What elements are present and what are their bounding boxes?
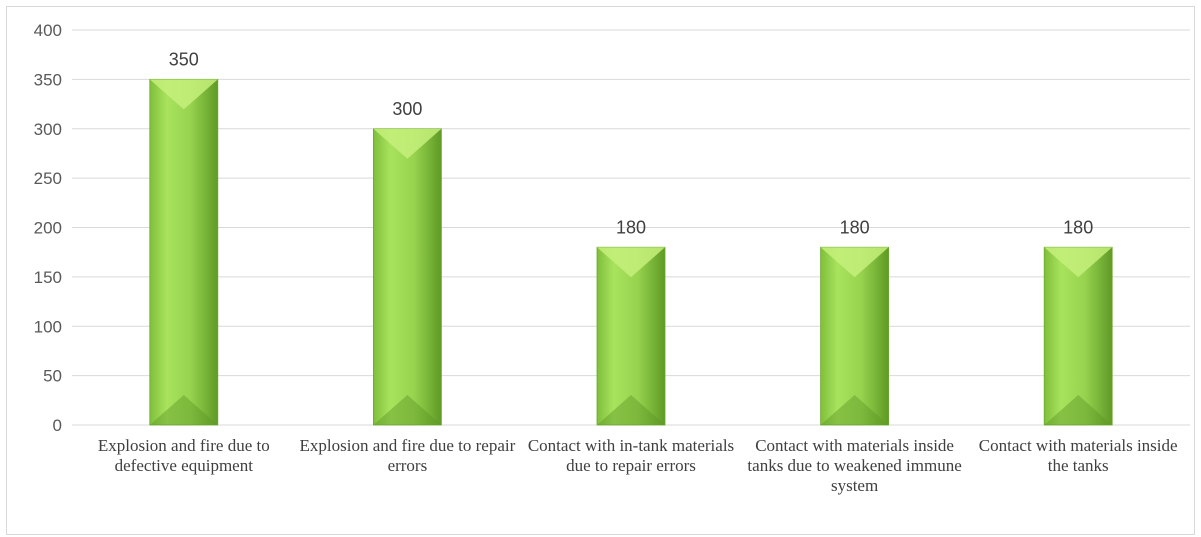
bar-bevel-bottom <box>373 395 442 425</box>
data-label: 300 <box>392 99 422 119</box>
y-tick-label: 0 <box>53 416 62 435</box>
bar-body <box>149 78 219 426</box>
data-label: 180 <box>616 217 646 237</box>
data-label: 180 <box>1063 217 1093 237</box>
bar-bevel-top <box>373 128 442 159</box>
x-category-label: Contact with in-tank materials due to re… <box>527 436 735 475</box>
bar-bevel-bottom <box>149 395 218 425</box>
y-tick-label: 350 <box>34 70 62 89</box>
y-tick-label: 400 <box>34 21 62 40</box>
data-label: 180 <box>840 217 870 237</box>
bar-bevel-bottom <box>1044 395 1113 425</box>
y-tick-label: 150 <box>34 268 62 287</box>
data-label: 350 <box>169 49 199 69</box>
y-tick-label: 100 <box>34 317 62 336</box>
bar-bevel-top <box>1044 247 1113 278</box>
y-tick-label: 250 <box>34 169 62 188</box>
bar <box>596 246 666 426</box>
bar-bevel-bottom <box>820 395 889 425</box>
y-tick-label: 300 <box>34 120 62 139</box>
x-category-label: Contact with materials inside the tanks <box>978 436 1178 475</box>
x-category-label: Explosion and fire due to repair errors <box>299 436 516 475</box>
bar-bevel-top <box>149 79 218 110</box>
bar <box>149 78 219 426</box>
y-tick-label: 50 <box>43 367 62 386</box>
x-category-label: Contact with materials inside tanks due … <box>747 436 962 495</box>
bar-bevel-bottom <box>597 395 665 425</box>
bar <box>372 128 442 426</box>
bar <box>820 246 889 426</box>
bar-body <box>372 128 442 426</box>
bar-bevel-top <box>820 247 889 278</box>
y-tick-label: 200 <box>34 219 62 238</box>
bar <box>1043 246 1113 426</box>
x-category-label: Explosion and fire due to defective equi… <box>97 436 270 475</box>
bar-bevel-top <box>597 247 665 278</box>
